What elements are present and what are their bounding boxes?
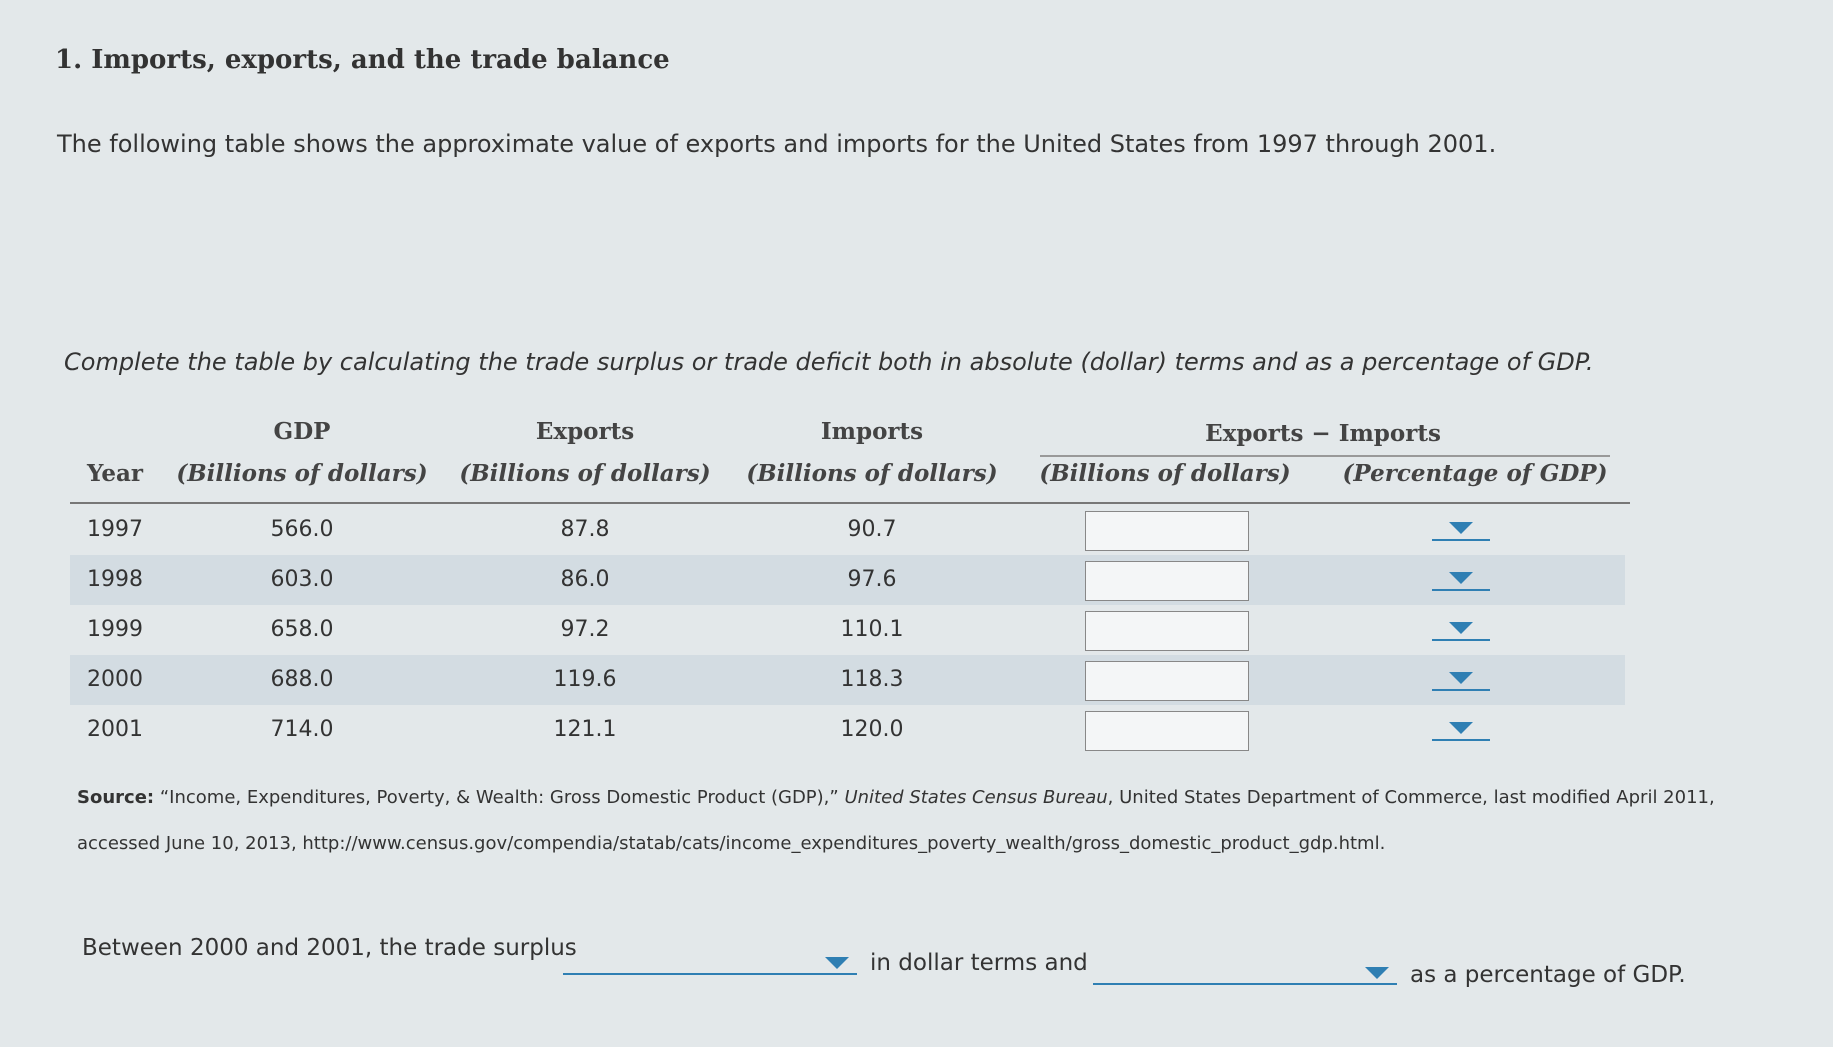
table-cell: 1999	[87, 617, 143, 642]
dropdown[interactable]	[1432, 569, 1490, 591]
dropdown[interactable]	[1432, 619, 1490, 641]
group-rule	[1040, 455, 1610, 457]
source-text: “Income, Expenditures, Poverty, & Wealth…	[154, 787, 845, 808]
column-header: (Billions of dollars)	[459, 460, 711, 487]
question-title: 1. Imports, exports, and the trade balan…	[55, 45, 670, 75]
column-header: Year	[86, 460, 144, 487]
column-header: Exports	[535, 418, 635, 445]
table-cell: 714.0	[270, 717, 334, 742]
dropdown-arrow	[1449, 622, 1473, 634]
table-cell: 1997	[87, 517, 143, 542]
table-cell: 2001	[87, 717, 143, 742]
text-input[interactable]	[1085, 661, 1249, 701]
source-label: Source:	[77, 787, 155, 808]
table-cell: 90.7	[847, 517, 897, 542]
text-input[interactable]	[1085, 511, 1249, 551]
table-cell: 87.8	[560, 517, 610, 542]
table-cell: 97.2	[560, 617, 610, 642]
table-cell: 119.6	[553, 667, 617, 692]
sentence-text: as a percentage of GDP.	[1410, 962, 1686, 988]
text-input[interactable]	[1085, 711, 1249, 751]
dropdown[interactable]	[563, 955, 857, 975]
dropdown-arrow	[1365, 967, 1389, 979]
dropdown-arrow	[1449, 522, 1473, 534]
table-cell: 566.0	[270, 517, 334, 542]
column-header: (Billions of dollars)	[176, 460, 428, 487]
column-header: GDP	[273, 418, 331, 445]
dropdown[interactable]	[1432, 669, 1490, 691]
dropdown-arrow	[1449, 722, 1473, 734]
column-header: Imports	[820, 418, 924, 445]
instruction-text: Complete the table by calculating the tr…	[64, 348, 1594, 376]
header-rule	[70, 502, 1630, 504]
text-input[interactable]	[1085, 561, 1249, 601]
row-shade	[70, 555, 1625, 605]
table-cell: 603.0	[270, 567, 334, 592]
sentence-text: in dollar terms and	[870, 950, 1088, 976]
dropdown-arrow	[825, 957, 849, 969]
dropdown-arrow	[1449, 672, 1473, 684]
group-header: Exports − Imports	[1205, 420, 1441, 447]
sentence-text: Between 2000 and 2001, the trade surplus	[82, 935, 577, 961]
table-cell: 118.3	[840, 667, 904, 692]
table-cell: 1998	[87, 567, 143, 592]
table-cell: 110.1	[840, 617, 904, 642]
dropdown[interactable]	[1432, 719, 1490, 741]
table-cell: 658.0	[270, 617, 334, 642]
text-input[interactable]	[1085, 611, 1249, 651]
table-cell: 688.0	[270, 667, 334, 692]
table-cell: 120.0	[840, 717, 904, 742]
row-shade	[70, 655, 1625, 705]
source-note: Source: “Income, Expenditures, Poverty, …	[77, 775, 1777, 867]
column-header: (Percentage of GDP)	[1342, 460, 1608, 487]
dropdown[interactable]	[1093, 965, 1397, 985]
table-cell: 97.6	[847, 567, 897, 592]
table-cell: 2000	[87, 667, 143, 692]
dropdown[interactable]	[1432, 519, 1490, 541]
dropdown-arrow	[1449, 572, 1473, 584]
source-publisher: United States Census Bureau	[844, 787, 1108, 808]
table-cell: 121.1	[553, 717, 617, 742]
source-text: , United States Department of Commerce, …	[77, 787, 1715, 854]
intro-text: The following table shows the approximat…	[57, 130, 1497, 158]
column-header: (Billions of dollars)	[1039, 460, 1291, 487]
table-cell: 86.0	[560, 567, 610, 592]
column-header: (Billions of dollars)	[746, 460, 998, 487]
